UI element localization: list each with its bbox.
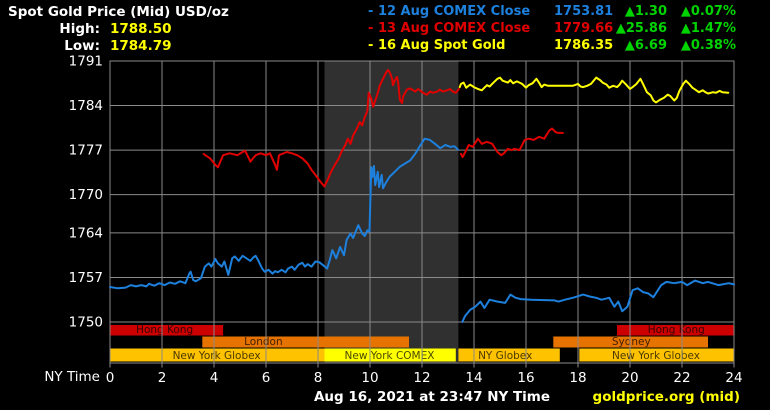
chart-timestamp: Aug 16, 2021 at 23:47 NY Time (313, 389, 551, 405)
comex-session-highlight (324, 61, 459, 363)
session-label: New York Globex (612, 350, 700, 362)
series-line-blue (461, 279, 735, 323)
y-tick-label: 1791 (69, 54, 103, 70)
legend-series-value: 1753.81 (554, 4, 614, 19)
legend-change-pct-up: ▲1.47% (680, 21, 736, 36)
y-tick-label: 1784 (69, 98, 103, 114)
x-tick-label: 14 (465, 370, 482, 386)
page-title: Spot Gold Price (Mid) USD/oz (8, 4, 229, 20)
legend-dash-icon: - (368, 4, 374, 19)
x-tick-label: 18 (569, 370, 586, 386)
plot-border (109, 60, 735, 364)
session-band (110, 348, 325, 362)
x-tick-label: 8 (314, 370, 323, 386)
source-attribution: goldprice.org (mid) (592, 389, 740, 405)
legend-series-name: 16 Aug Spot Gold (377, 38, 506, 53)
legend-series-name: 12 Aug COMEX Close (377, 4, 531, 19)
legend-change-pct-up: ▲0.38% (680, 38, 736, 53)
legend-series-name: 13 Aug COMEX Close (377, 21, 531, 36)
series-line-red (460, 127, 564, 159)
session-label: Sydney (612, 336, 651, 348)
session-label: Hong Kong (648, 324, 705, 336)
high-label: High: (59, 21, 100, 37)
y-tick-label: 1750 (69, 315, 103, 331)
high-value: 1788.50 (110, 21, 172, 37)
x-tick-label: 2 (158, 370, 167, 386)
session-band (202, 336, 409, 348)
legend-series-value: 1779.66 (554, 21, 614, 36)
session-band (553, 336, 708, 348)
x-tick-label: 6 (262, 370, 271, 386)
x-tick-label: 16 (517, 370, 534, 386)
x-tick-label: 12 (413, 370, 430, 386)
x-tick-label: 10 (361, 370, 378, 386)
x-axis-title: NY Time (44, 369, 100, 385)
y-tick-label: 1770 (69, 187, 103, 203)
series-line-red (202, 68, 460, 188)
legend-change-up: ▲1.30 (624, 4, 667, 19)
x-tick-label: 0 (106, 370, 115, 386)
legend-change-up: ▲6.69 (624, 38, 667, 53)
y-tick-label: 1757 (69, 270, 103, 286)
y-tick-label: 1764 (69, 225, 103, 241)
session-band (458, 348, 560, 362)
session-label: Hong Kong (136, 324, 193, 336)
session-band (579, 348, 734, 362)
session-band (324, 348, 456, 362)
low-label: Low: (64, 38, 100, 54)
session-band (110, 325, 224, 336)
x-tick-label: 24 (725, 370, 742, 386)
legend-dash-icon: - (368, 21, 374, 36)
legend-row-16aug: - 16 Aug Spot Gold 1786.35 ▲6.69 ▲0.38% (368, 38, 736, 55)
series-line-blue (109, 137, 459, 290)
legend-series-value: 1786.35 (554, 38, 614, 53)
legend: - 12 Aug COMEX Close 1753.81 ▲1.30 ▲0.07… (368, 4, 736, 55)
series-line-yellow (458, 76, 730, 104)
y-tick-label: 1777 (69, 143, 103, 159)
x-tick-label: 20 (621, 370, 638, 386)
x-tick-label: 22 (673, 370, 690, 386)
legend-change-up: ▲25.86 (615, 21, 667, 36)
legend-change-pct-up: ▲0.07% (680, 4, 736, 19)
session-label: London (244, 336, 283, 348)
legend-row-13aug: - 13 Aug COMEX Close 1779.66 ▲25.86 ▲1.4… (368, 21, 736, 38)
legend-row-12aug: - 12 Aug COMEX Close 1753.81 ▲1.30 ▲0.07… (368, 4, 736, 21)
low-value: 1784.79 (110, 38, 172, 54)
legend-dash-icon: - (368, 38, 374, 53)
session-band (617, 325, 734, 336)
session-label: New York COMEX (345, 350, 435, 362)
session-label: New York Globex (173, 350, 261, 362)
session-label: NY Globex (478, 350, 532, 362)
x-tick-label: 4 (210, 370, 219, 386)
